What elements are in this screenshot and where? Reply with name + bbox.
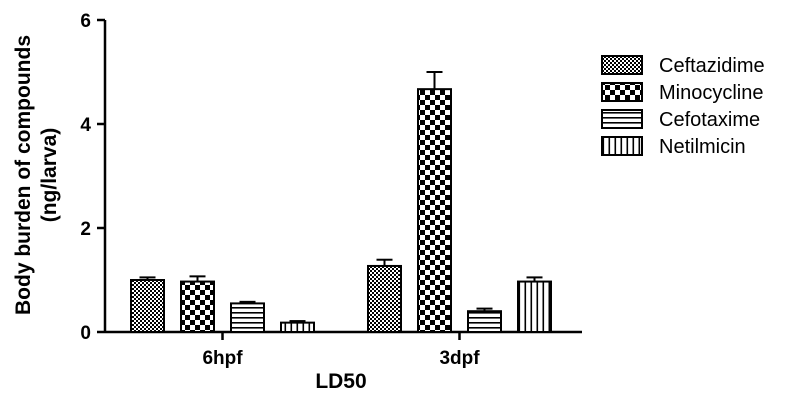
legend-swatch — [601, 82, 643, 102]
legend-label: Cefotaxime — [659, 109, 760, 131]
y-tick-label: 6 — [80, 11, 91, 32]
legend-swatch — [601, 55, 643, 75]
bar — [367, 264, 402, 333]
bar — [417, 88, 452, 333]
bar — [230, 302, 265, 333]
y-tick-label: 4 — [80, 115, 91, 136]
x-axis-title: LD50 — [315, 370, 366, 393]
x-tick-label: 6hpf — [202, 348, 243, 369]
x-tick-label: 3dpf — [439, 348, 480, 369]
y-tick-label: 0 — [80, 323, 91, 344]
y-tick-label: 2 — [80, 219, 91, 240]
bar — [467, 310, 502, 334]
bar — [180, 280, 215, 333]
bars-group — [130, 71, 552, 334]
bar — [130, 279, 165, 333]
y-axis-title-line1: Body burden of compounds — [12, 35, 35, 315]
bar — [517, 280, 552, 333]
legend-label: Minocycline — [659, 82, 763, 104]
legend-label: Ceftazidime — [659, 55, 765, 77]
bar — [280, 321, 315, 334]
y-axis-title-line2: (ng/larva) — [38, 128, 61, 223]
legend-swatch — [601, 136, 643, 156]
legend: Ceftazidime Minocycline Cefotaxime Netilmic… — [601, 55, 765, 158]
legend-label: Netilmicin — [659, 136, 746, 158]
legend-swatch — [601, 109, 643, 129]
